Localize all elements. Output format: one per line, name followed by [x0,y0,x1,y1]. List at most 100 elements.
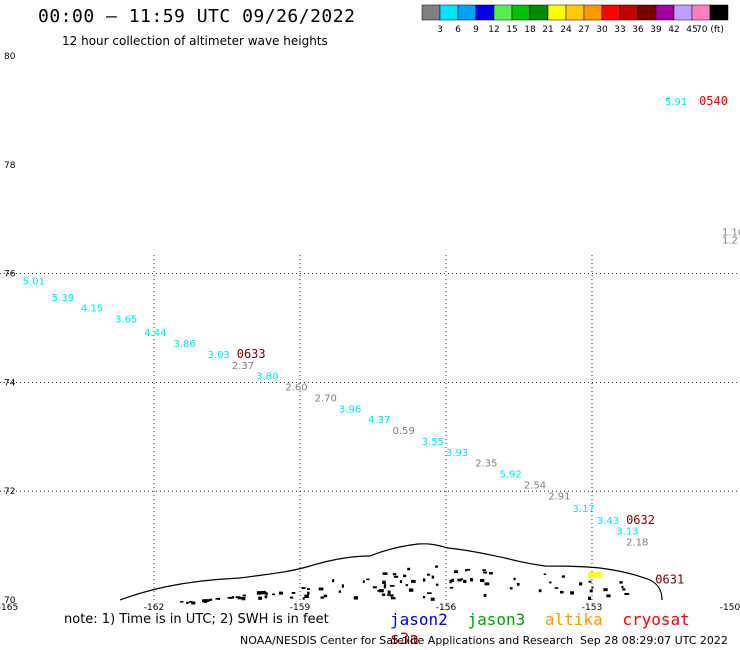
island-mark [231,596,235,599]
lat-tick-label: 70 [4,596,16,606]
wave-height-value: 5.91 [665,97,687,108]
island-mark [203,599,207,603]
island-mark [186,601,189,604]
note-text: note: 1) Time is in UTC; 2) SWH is in fe… [64,612,329,627]
wave-height-value: 2.37 [232,361,254,372]
island-mark [408,588,414,592]
island-mark [538,589,542,593]
wave-height-value: 3.43 [597,516,619,527]
lat-tick-label: 80 [4,52,16,62]
lat-tick-label: 72 [4,487,15,497]
island-mark [465,569,468,572]
island-mark [463,579,467,584]
legend-cryosat: cryosat [622,610,690,629]
wave-height-value: 5.01 [23,276,45,287]
wave-height-value: 2.60 [285,383,307,394]
island-mark [261,590,266,595]
island-mark [258,596,262,600]
wave-height-value: 2.54 [524,480,546,491]
wave-height-value: 3.93 [446,448,468,459]
highlight-mark [588,572,602,578]
lon-tick-label: -153 [582,603,602,613]
lon-tick-label: -165 [0,603,18,613]
island-mark [323,594,328,598]
pass-time-labels: 0633 0632 0631 0540 [237,94,728,587]
lon-tick-label: -156 [436,603,457,613]
lat-tick-label: 76 [4,270,16,280]
alaska-coastline [119,543,663,601]
island-mark [191,601,196,605]
island-mark [460,578,463,580]
island-mark [206,599,210,602]
island-mark [304,594,309,599]
island-mark [180,601,184,603]
island-mark [264,595,268,599]
color-scale-label: 36 [632,25,644,35]
island-mark [235,596,241,599]
generation-timestamp: Sep 28 08:29:07 UTC 2022 [580,634,728,647]
wave-height-value: 3.13 [616,527,638,538]
island-mark [238,596,244,599]
island-mark [366,578,370,581]
island-mark [470,578,473,582]
pass-time-label: 0631 [655,573,684,587]
lon-tick-label: -150 [720,603,740,613]
island-mark [449,586,454,589]
color-swatch [709,4,729,21]
wave-height-value: 3.96 [339,404,361,415]
color-scale-label: 70 (ft) [696,25,724,35]
island-mark [422,596,426,599]
island-mark [242,594,246,597]
island-mark [390,597,396,600]
lon-tick-label: -162 [144,603,164,613]
wave-height-value: 2.91 [548,491,570,502]
island-mark [482,569,486,572]
wave-height-value: 3.65 [115,315,137,326]
page-title: 00:00 – 11:59 UTC 09/26/2022 [38,6,356,27]
wave-height-value: 1.2 [722,236,738,247]
coastal-islands [180,565,630,605]
island-mark [278,591,284,595]
color-scale-label: 45 [686,25,697,35]
color-scale-label: 33 [614,25,625,35]
pass-time-label: 0632 [626,513,655,527]
island-mark [619,581,623,584]
color-scale-label: 39 [650,25,662,35]
island-mark [389,594,394,597]
island-mark [389,585,395,587]
legend-jason2: jason2 [390,610,448,629]
page-subtitle: 12 hour collection of altimeter wave hei… [62,34,328,48]
island-mark [435,583,439,586]
island-mark [272,593,275,596]
color-scale-label: 9 [473,25,479,35]
color-scale-label: 30 [596,25,608,35]
island-mark [332,579,335,583]
island-mark [338,590,342,593]
island-mark [307,588,310,590]
island-mark [516,582,520,586]
island-mark [589,589,593,593]
pass-time-label: 0540 [699,94,728,108]
island-mark [302,597,305,600]
island-mark [453,570,459,574]
island-mark [341,584,345,588]
lon-tick-label: -159 [290,603,311,613]
map-grid [0,255,740,600]
legend-altika: altika [544,610,603,629]
wave-height-value: 5.39 [52,293,74,304]
island-mark [467,568,471,571]
color-scale-label: 42 [668,25,679,35]
island-mark [480,578,485,583]
legend-jason3: jason3 [467,610,526,629]
wave-height-value: 3.17 [573,504,595,515]
island-mark [403,574,407,578]
color-scale-label: 27 [578,25,589,35]
island-mark [431,575,435,579]
island-mark [451,578,454,582]
island-mark [449,579,452,584]
island-mark [603,588,608,592]
island-mark [265,592,268,595]
island-mark [381,593,386,596]
island-mark [377,589,382,592]
